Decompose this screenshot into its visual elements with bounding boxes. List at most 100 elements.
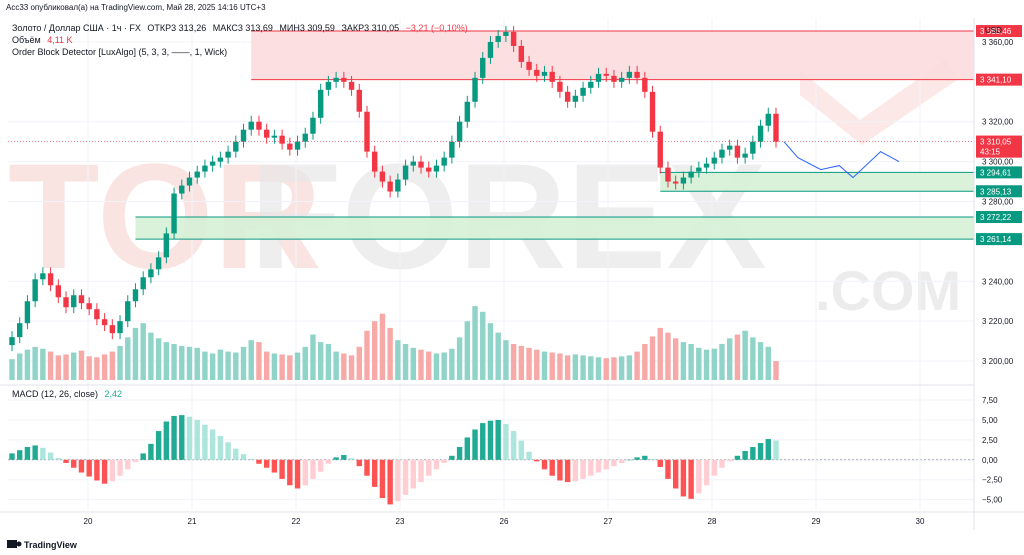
price-axis[interactable]: 3 360,00 3 320,00 3 300,00 3 280,00 3 240,00… xyxy=(982,38,1014,366)
volume-bar xyxy=(140,323,146,380)
volume-bar xyxy=(94,357,100,380)
volume-bar xyxy=(163,342,170,380)
macd-bar xyxy=(588,459,594,476)
candle-body xyxy=(194,171,200,178)
candle-body xyxy=(603,73,609,76)
macd-bar xyxy=(94,459,100,481)
macd-bar xyxy=(534,459,540,462)
ohlc-change: −3,21 (−0,10%) xyxy=(405,23,468,33)
volume-bar xyxy=(395,340,401,380)
price-tick-label: 3 300,00 xyxy=(982,158,1014,167)
macd-bar xyxy=(9,453,15,460)
macd-bar xyxy=(263,459,270,468)
volume-bar xyxy=(456,337,463,380)
candle-body xyxy=(217,157,224,162)
macd-bar xyxy=(356,459,362,467)
price-label-box xyxy=(976,25,1022,38)
macd-bar xyxy=(549,459,555,476)
candle-body xyxy=(256,121,262,130)
candle-body xyxy=(101,319,108,326)
candle-body xyxy=(17,323,23,338)
price-label-box xyxy=(976,73,1022,86)
volume-bar xyxy=(634,351,640,380)
legend-volume: Объём 4,11 K xyxy=(12,35,73,45)
volume-label[interactable]: Объём xyxy=(12,35,41,45)
candle-body xyxy=(171,193,177,234)
macd-bar xyxy=(248,458,254,460)
volume-bar xyxy=(672,338,679,380)
macd-bar xyxy=(634,457,640,460)
time-axis[interactable]: 20 21 22 23 26 27 28 29 30 xyxy=(84,517,925,526)
macd-bar xyxy=(32,445,38,460)
macd-bar xyxy=(17,450,23,460)
volume-bar xyxy=(426,351,432,380)
macd-value: 2,42 xyxy=(104,389,123,399)
volume-bar xyxy=(588,356,594,380)
candle-body xyxy=(572,95,579,102)
candle-body xyxy=(750,141,756,154)
candle-body xyxy=(719,149,725,158)
macd-bar xyxy=(472,429,478,460)
volume-bar xyxy=(333,351,339,380)
candle-body xyxy=(564,91,571,102)
candle-body xyxy=(634,71,640,78)
candle-body xyxy=(557,81,563,92)
candle-body xyxy=(418,161,424,168)
volume-bar xyxy=(510,344,517,380)
macd-bar xyxy=(348,458,355,460)
volume-bar xyxy=(642,344,648,380)
macd-bar xyxy=(773,440,779,460)
volume-bar xyxy=(441,352,447,380)
macd-label[interactable]: MACD (12, 26, close) xyxy=(12,389,99,399)
volume-bar xyxy=(526,347,532,380)
volume-bar xyxy=(773,361,779,380)
macd-bar xyxy=(101,459,108,484)
watermark-right: FOREX xyxy=(250,132,767,300)
candle-body xyxy=(155,257,162,270)
macd-bar xyxy=(379,459,386,499)
volume-bar xyxy=(148,332,154,380)
volume-bar xyxy=(734,334,741,380)
candle-body xyxy=(595,73,602,82)
volume-bar xyxy=(696,347,702,380)
macd-bar xyxy=(765,439,771,460)
macd-bar xyxy=(163,421,170,460)
legend-indicator[interactable]: Order Block Detector [LuxAlgo] (5, 3, 3,… xyxy=(12,47,228,57)
macd-bar xyxy=(186,416,193,460)
candle-body xyxy=(395,179,401,192)
price-label-box xyxy=(976,211,1022,224)
time-tick-label: 27 xyxy=(604,517,613,526)
volume-bar xyxy=(132,327,139,380)
projection-line xyxy=(783,141,900,179)
volume-bar xyxy=(9,359,15,380)
macd-bar xyxy=(510,431,517,460)
candle-body xyxy=(580,87,586,96)
time-tick-label: 28 xyxy=(708,517,717,526)
macd-bar xyxy=(726,459,733,462)
volume-bar xyxy=(317,342,324,380)
price-tick-label: 3 280,00 xyxy=(982,198,1014,207)
volume-bar xyxy=(209,353,216,380)
macd-bar xyxy=(426,459,432,476)
macd-tick-label: 0,00 xyxy=(982,456,998,465)
volume-bar xyxy=(240,346,247,380)
macd-bar xyxy=(317,459,324,472)
volume-bar xyxy=(125,337,131,380)
macd-bar xyxy=(719,459,725,468)
volume-bar xyxy=(78,350,85,380)
time-tick-label: 21 xyxy=(188,517,197,526)
volume-bar xyxy=(649,336,656,380)
macd-tick-label: −5,00 xyxy=(982,496,1003,505)
macd-bar xyxy=(441,459,447,463)
candle-body xyxy=(71,295,77,308)
macd-bar xyxy=(171,415,177,460)
price-tick-label: 3 360,00 xyxy=(982,38,1014,47)
symbol-label[interactable]: Золото / Доллар США · 1ч · FX xyxy=(12,23,141,33)
volume-bar xyxy=(294,352,301,380)
volume-bar xyxy=(287,355,293,380)
macd-bar xyxy=(611,459,617,467)
time-tick-label: 26 xyxy=(500,517,509,526)
volume-bar xyxy=(271,353,278,380)
macd-bar xyxy=(696,459,702,494)
